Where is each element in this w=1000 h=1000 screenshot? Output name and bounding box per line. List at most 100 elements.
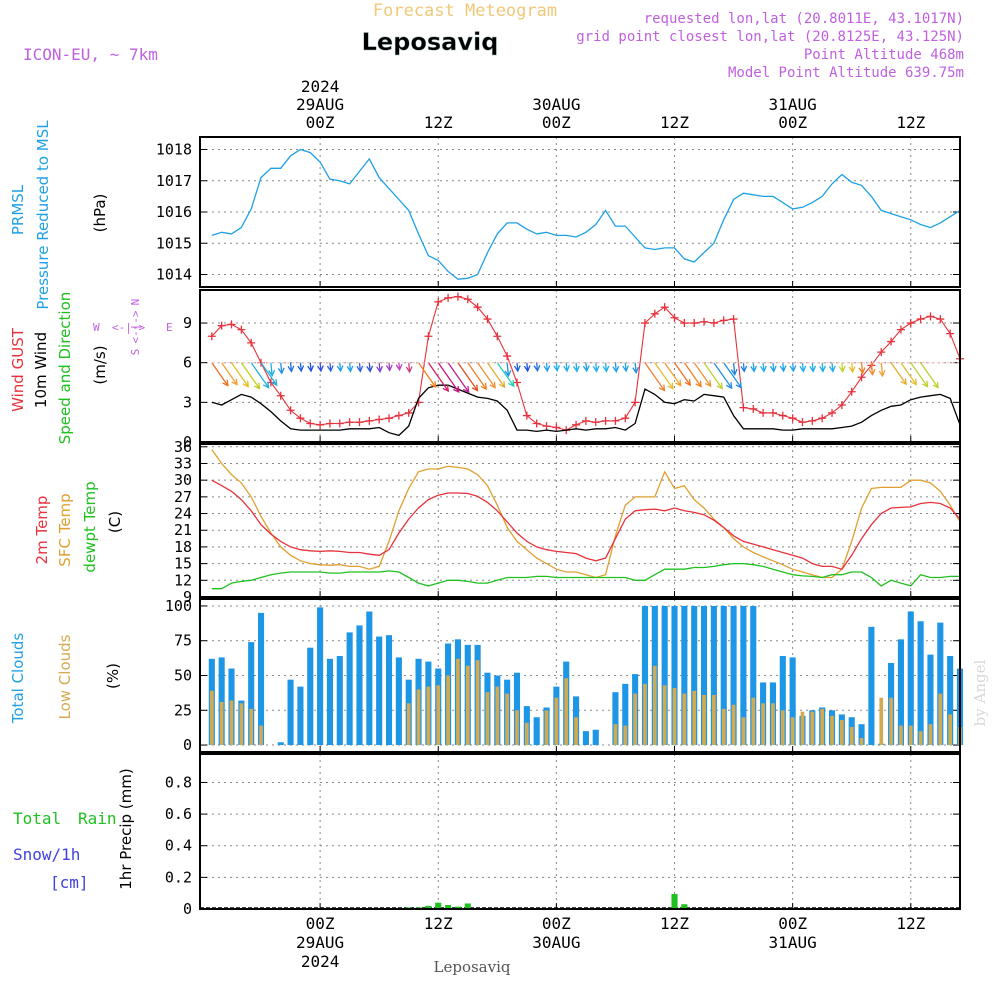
wind-arrow-head bbox=[858, 367, 866, 375]
wind-arrow-head bbox=[809, 365, 817, 373]
low-cloud-bar bbox=[574, 717, 578, 746]
wind-arrow-head bbox=[268, 369, 276, 377]
low-cloud-bar bbox=[780, 710, 785, 746]
wind-arrow-shaft bbox=[713, 362, 733, 389]
gust-marker bbox=[601, 416, 610, 425]
gust-marker bbox=[453, 292, 462, 301]
low-cloud-bar bbox=[613, 724, 618, 746]
gust-marker bbox=[581, 416, 590, 425]
gust-marker bbox=[778, 411, 787, 420]
total-cloud-bar bbox=[730, 605, 737, 746]
wind-arrow-head bbox=[779, 365, 787, 373]
wind-arrow bbox=[828, 362, 836, 373]
wind-arrow-shaft bbox=[378, 362, 381, 372]
low-cloud-bar bbox=[643, 683, 647, 746]
temp-ytick-label-6: 27 bbox=[174, 488, 192, 506]
wind-arrow bbox=[809, 362, 817, 373]
gust-marker bbox=[611, 416, 620, 425]
precip-ytick-label-1: 0.2 bbox=[165, 868, 192, 886]
wind-arrow-head bbox=[684, 379, 692, 387]
low-cloud-bar bbox=[564, 678, 569, 746]
wind-arrow-shaft bbox=[880, 362, 884, 376]
wind-arrow bbox=[632, 362, 640, 375]
low-cloud-bar bbox=[899, 725, 903, 746]
low-cloud-bar bbox=[554, 697, 559, 746]
wind-arrow bbox=[513, 362, 521, 373]
gust-marker bbox=[650, 309, 659, 318]
wind-arrow-shaft bbox=[634, 362, 637, 373]
gust-marker bbox=[503, 352, 512, 361]
wind-arrow bbox=[277, 362, 285, 375]
wind-arrow-head bbox=[242, 380, 250, 388]
bottom-date-label: 29AUG bbox=[296, 933, 344, 952]
footer-station: Leposaviq bbox=[434, 958, 511, 976]
gust-marker bbox=[916, 315, 925, 324]
wind-arrow bbox=[366, 362, 374, 373]
low-cloud-bar bbox=[721, 708, 726, 746]
total-cloud-bar bbox=[641, 605, 649, 746]
wind-arrow-shaft bbox=[890, 362, 907, 385]
gust-marker bbox=[818, 414, 827, 423]
wind-unit-label: (m/s) bbox=[91, 345, 109, 384]
low-cloud-bar bbox=[849, 726, 854, 746]
total-cloud-bar bbox=[385, 635, 393, 746]
pressure-ytick-label-1: 1015 bbox=[156, 234, 192, 252]
low-cloud-bar bbox=[456, 658, 460, 746]
wind-arrow-shaft bbox=[811, 362, 814, 372]
top-hour-label: 00Z bbox=[778, 113, 807, 132]
wind-arrow bbox=[457, 362, 479, 392]
clouds-ytick-label-3: 75 bbox=[174, 632, 192, 650]
wind-arrow-shaft bbox=[319, 362, 322, 372]
wind-arrow-head bbox=[704, 380, 712, 388]
wind-arrow-head bbox=[848, 366, 856, 374]
wind-arrow bbox=[211, 362, 229, 387]
wind-arrow-head bbox=[769, 365, 777, 373]
gust-marker bbox=[621, 414, 630, 423]
wind-arrow-shaft bbox=[211, 362, 229, 387]
gust-marker bbox=[473, 303, 482, 312]
wind-arrow-shaft bbox=[368, 362, 371, 372]
dewpt-label: dewpt Temp bbox=[81, 481, 99, 572]
wind-arrow-head bbox=[317, 365, 324, 373]
total-cloud-bar bbox=[533, 717, 540, 746]
precip-bar bbox=[454, 906, 461, 909]
gust-marker bbox=[857, 373, 866, 382]
gust-marker bbox=[906, 319, 915, 328]
low-cloud-bar bbox=[406, 703, 411, 746]
wind-arrow bbox=[582, 362, 590, 373]
wind-arrow-shaft bbox=[831, 362, 834, 372]
wind-arrow-head bbox=[356, 365, 364, 373]
temp-frame bbox=[199, 443, 961, 598]
gust-marker bbox=[788, 414, 797, 423]
pressure-ytick-label-3: 1017 bbox=[156, 172, 192, 190]
gust-marker bbox=[739, 403, 748, 412]
low-cloud-bar bbox=[889, 697, 893, 746]
wind-arrow-shaft bbox=[752, 362, 755, 372]
gust-marker bbox=[877, 348, 886, 357]
prmsl-desc-label: Pressure Reduced to MSL bbox=[34, 120, 52, 310]
wind10m-label: 10m Wind bbox=[32, 332, 50, 408]
wind-arrow bbox=[760, 362, 767, 373]
gust-marker bbox=[828, 408, 837, 417]
temp-unit-label: (C) bbox=[106, 511, 124, 533]
wind-arrow-head bbox=[523, 365, 531, 373]
gust-marker bbox=[375, 415, 384, 424]
wind-arrow-shaft bbox=[418, 362, 437, 388]
wind-arrow-head bbox=[471, 384, 479, 392]
total-cloud-bar bbox=[700, 605, 708, 746]
gust-marker bbox=[306, 419, 315, 428]
wind-arrow-head bbox=[533, 364, 541, 373]
gust-marker bbox=[798, 418, 807, 427]
low-cloud-bar bbox=[662, 685, 667, 746]
wind-arrow-shaft bbox=[329, 362, 332, 372]
wind-arrow-shaft bbox=[742, 362, 745, 372]
wind-arrow bbox=[260, 362, 278, 387]
wind-arrow-head bbox=[921, 380, 929, 388]
wind-arrow bbox=[572, 362, 580, 373]
wind-arrow-shaft bbox=[299, 362, 302, 372]
low-cloud-bar bbox=[525, 722, 529, 746]
total-cloud-bar bbox=[897, 639, 904, 746]
gust-marker bbox=[483, 315, 492, 324]
wind-arrow-head bbox=[572, 365, 580, 373]
wind-arrow bbox=[654, 362, 674, 390]
